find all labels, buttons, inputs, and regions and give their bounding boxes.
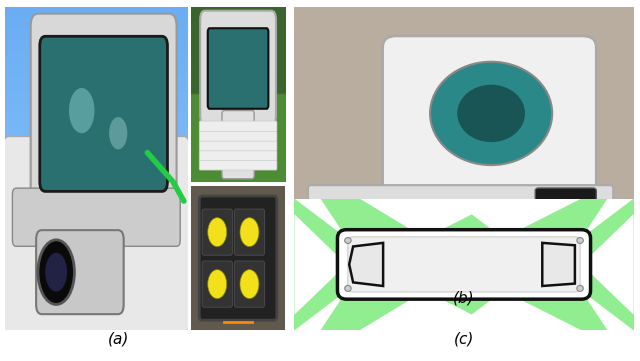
Circle shape xyxy=(240,218,259,247)
Circle shape xyxy=(208,218,227,247)
FancyBboxPatch shape xyxy=(208,28,268,109)
Circle shape xyxy=(430,62,552,165)
FancyBboxPatch shape xyxy=(200,11,276,125)
FancyBboxPatch shape xyxy=(383,36,596,197)
Polygon shape xyxy=(294,199,347,238)
Circle shape xyxy=(577,286,584,291)
Polygon shape xyxy=(451,291,581,330)
FancyBboxPatch shape xyxy=(199,160,277,170)
Circle shape xyxy=(109,117,127,149)
Polygon shape xyxy=(360,291,503,330)
FancyBboxPatch shape xyxy=(199,140,277,151)
Polygon shape xyxy=(581,214,634,315)
Polygon shape xyxy=(581,199,634,238)
Circle shape xyxy=(69,88,95,133)
FancyBboxPatch shape xyxy=(202,261,232,307)
Polygon shape xyxy=(542,243,575,286)
FancyBboxPatch shape xyxy=(199,196,277,320)
Circle shape xyxy=(38,240,74,304)
FancyBboxPatch shape xyxy=(222,110,254,179)
FancyBboxPatch shape xyxy=(348,237,580,292)
FancyBboxPatch shape xyxy=(234,261,264,307)
FancyBboxPatch shape xyxy=(199,150,277,160)
Circle shape xyxy=(457,85,525,142)
FancyBboxPatch shape xyxy=(3,136,189,334)
FancyBboxPatch shape xyxy=(36,230,124,314)
Circle shape xyxy=(45,253,67,292)
FancyBboxPatch shape xyxy=(199,121,277,131)
Text: (a): (a) xyxy=(108,331,129,347)
FancyBboxPatch shape xyxy=(40,36,168,191)
Polygon shape xyxy=(451,199,581,238)
FancyBboxPatch shape xyxy=(308,217,613,251)
Circle shape xyxy=(344,238,351,243)
Circle shape xyxy=(577,238,584,243)
Polygon shape xyxy=(581,291,634,330)
FancyBboxPatch shape xyxy=(535,188,596,243)
Polygon shape xyxy=(349,243,383,286)
FancyBboxPatch shape xyxy=(202,209,232,255)
Circle shape xyxy=(240,270,259,299)
Polygon shape xyxy=(360,199,503,238)
Text: (c): (c) xyxy=(454,331,474,347)
FancyBboxPatch shape xyxy=(234,209,264,255)
Circle shape xyxy=(344,286,351,291)
FancyBboxPatch shape xyxy=(337,230,591,299)
Polygon shape xyxy=(294,291,347,330)
FancyBboxPatch shape xyxy=(199,131,277,141)
FancyBboxPatch shape xyxy=(308,185,613,219)
FancyBboxPatch shape xyxy=(31,14,177,221)
Circle shape xyxy=(208,270,227,299)
Polygon shape xyxy=(294,214,347,315)
Text: (b): (b) xyxy=(453,290,475,305)
FancyBboxPatch shape xyxy=(12,188,180,246)
